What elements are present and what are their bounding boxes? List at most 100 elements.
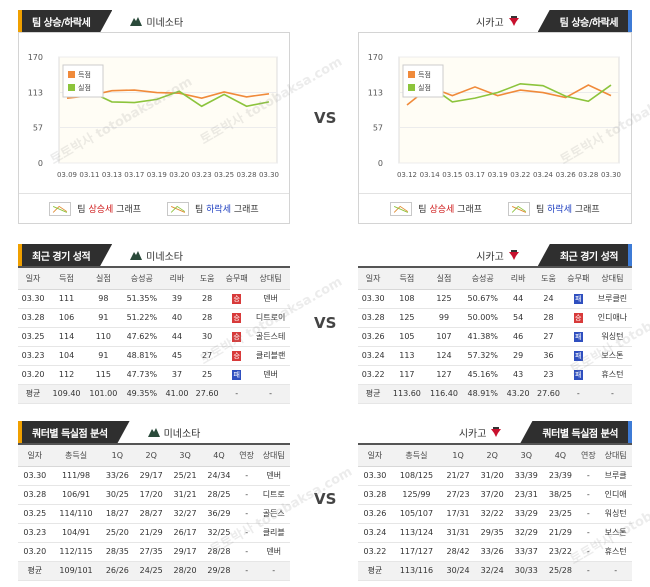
left-recent-avg-cell: 109.40 [48, 384, 85, 404]
left-recent-header-cell: 실점 [84, 268, 122, 290]
table-row: 03.24 113/124 31/31 29/35 32/29 21/29- 보스톤 [358, 523, 632, 543]
left-recent-header-cell: 승성공 [121, 268, 162, 290]
right-quarter-avg-cell: - [577, 561, 600, 581]
left-recent-cell: 51.35% [121, 289, 162, 309]
left-x-tick-label: 03.20 [169, 171, 189, 179]
right-quarter-header-cell: 연장 [577, 445, 600, 467]
left-recent-cell: 골든스테 [251, 327, 290, 347]
left-trend-chart: 170 113 57 0 03.09 03.11 03.13 03.17 03.19 03.20 0… [18, 32, 290, 224]
right-recent-header-cell: 실점 [425, 268, 463, 290]
right-quarter-cell: 113/124 [391, 523, 442, 543]
left-quarter-cell: 32/25 [202, 523, 236, 543]
right-quarter-cell: 인디애 [599, 485, 632, 505]
left-recent-cell: 47.73% [121, 365, 162, 385]
right-quarter-cell: - [577, 523, 600, 543]
average-row: 평균 109/101 26/26 24/25 28/20 29/28- - [18, 561, 290, 581]
right-quarter-cell: 보스톤 [599, 523, 632, 543]
left-quarter-team-name: 미네소타 [163, 428, 201, 440]
right-x-tick-label: 03.14 [420, 171, 441, 179]
right-recent-cell: 인디애나 [592, 308, 632, 328]
table-row: 03.28 106 91 51.22% 40 28 승 디트로이 [18, 308, 290, 328]
right-quarter-cell: 23/25 [543, 504, 578, 524]
left-rise-legend: 팀 상승세 그래프 [49, 201, 141, 216]
left-quarter-header-cell: 상대팀 [257, 445, 290, 467]
left-x-tick-label: 03.23 [192, 171, 212, 179]
right-quarter-cell: 03.28 [358, 485, 392, 505]
left-quarter-cell: 25/21 [168, 466, 202, 486]
left-quarter-cell: 27/35 [134, 542, 169, 562]
right-recent-cell: 보스톤 [592, 346, 632, 366]
left-quarter-cell: 덴버 [257, 466, 290, 486]
right-recent-header-cell: 승무패 [563, 268, 593, 290]
chicago-logo-icon [508, 16, 519, 26]
left-y-tick-label: 57 [33, 123, 43, 132]
right-trend-header: 시카고 팀 상승/하락세 [358, 10, 632, 32]
left-quarter-cell: 디트로 [257, 485, 290, 505]
right-recent-cell: 46 [502, 327, 534, 347]
right-quarter-header-cell: 상대팀 [599, 445, 632, 467]
right-quarter-cell: 105/107 [391, 504, 442, 524]
right-recent-cell: 43 [502, 365, 534, 385]
left-quarter-cell: 29/17 [134, 466, 169, 486]
right-recent-avg-cell: 113.60 [388, 384, 426, 404]
right-recent-cell: 50.00% [462, 308, 503, 328]
table-row: 03.25 114 110 47.62% 44 30 승 골든스테 [18, 327, 290, 347]
right-quarter-cell: 03.30 [358, 466, 392, 486]
left-team-name: 미네소타 [146, 17, 184, 29]
right-recent-cell: 패 [563, 327, 593, 347]
loss-badge: 패 [573, 350, 583, 361]
left-recent-cell: 98 [84, 289, 122, 309]
minnesota-logo-icon [147, 428, 160, 437]
left-recent-cell: 91 [84, 308, 122, 328]
right-recent-cell: 24 [533, 289, 564, 309]
left-recent-header-cell: 승무패 [222, 268, 252, 290]
left-quarter-avg-cell: 28/20 [168, 561, 202, 581]
right-quarter-cell: 125/99 [391, 485, 442, 505]
left-recent-avg-cell: 평균 [18, 384, 49, 404]
left-quarter-avg-cell: 평균 [18, 561, 52, 581]
vs-label-3: VS [314, 490, 337, 508]
left-recent-team: 미네소타 [130, 248, 183, 263]
right-rise-legend: 팀 상승세 그래프 [390, 201, 482, 216]
right-quarter-header: 시카고 쿼터별 득실점 분석 [358, 421, 632, 443]
right-quarter-cell: - [577, 542, 600, 562]
table-row: 03.30 111/98 33/26 29/17 25/21 24/34- 덴버 [18, 466, 290, 486]
left-quarter-cell: 03.25 [18, 504, 52, 524]
win-badge: 승 [232, 350, 242, 361]
left-quarter-cell: 33/26 [100, 466, 135, 486]
right-quarter-team: 시카고 [459, 425, 503, 440]
right-legend-swatch [408, 71, 415, 78]
left-quarter-avg-cell: 29/28 [202, 561, 236, 581]
right-quarter-cell: 31/31 [441, 523, 476, 543]
right-quarter-avg-cell: 30/24 [441, 561, 476, 581]
left-quarter-cell: 28/35 [100, 542, 135, 562]
right-recent-header-cell: 상대팀 [592, 268, 632, 290]
left-recent-cell: 덴버 [251, 365, 290, 385]
table-row: 03.20 112 115 47.73% 37 25 패 덴버 [18, 365, 290, 385]
left-recent-cell: 03.25 [18, 327, 49, 347]
left-quarter-cell: 112/115 [51, 542, 101, 562]
right-recent-header: 시카고 최근 경기 성적 [358, 244, 632, 266]
table-row: 03.22 117/127 28/42 33/26 33/37 23/22- 휴스턴 [358, 542, 632, 562]
left-quarter-cell: 덴버 [257, 542, 290, 562]
left-recent-avg-cell: - [222, 384, 252, 404]
right-recent-title: 최근 경기 성적 [537, 244, 632, 266]
right-quarter-avg-cell: 30/33 [509, 561, 544, 581]
right-recent-header-cell: 승성공 [462, 268, 503, 290]
right-recent-table: 일자 득점 실점 승성공 리바 도움 승무패 상대팀 03.30 108 125 50.67% 44 24… [358, 266, 632, 404]
right-quarter-cell: 31/20 [475, 466, 510, 486]
right-fall-label: 팀 하락세 그래프 [536, 205, 600, 215]
left-trend-header: 팀 상승/하락세 미네소타 [18, 10, 318, 32]
left-recent-cell: 25 [192, 365, 223, 385]
left-trend-title: 팀 상승/하락세 [18, 10, 112, 32]
left-fall-legend: 팀 하락세 그래프 [167, 201, 259, 216]
left-recent-cell: 03.28 [18, 308, 49, 328]
left-quarter-cell: 114/110 [51, 504, 101, 524]
left-recent-avg-cell: - [251, 384, 290, 404]
right-recent-cell: 125 [425, 289, 463, 309]
left-recent-cell: 115 [84, 365, 122, 385]
fall-graph-icon [167, 201, 189, 216]
right-x-tick-label: 03.26 [556, 171, 577, 179]
left-quarter-cell: 25/20 [100, 523, 135, 543]
left-quarter-cell: 28/28 [202, 542, 236, 562]
